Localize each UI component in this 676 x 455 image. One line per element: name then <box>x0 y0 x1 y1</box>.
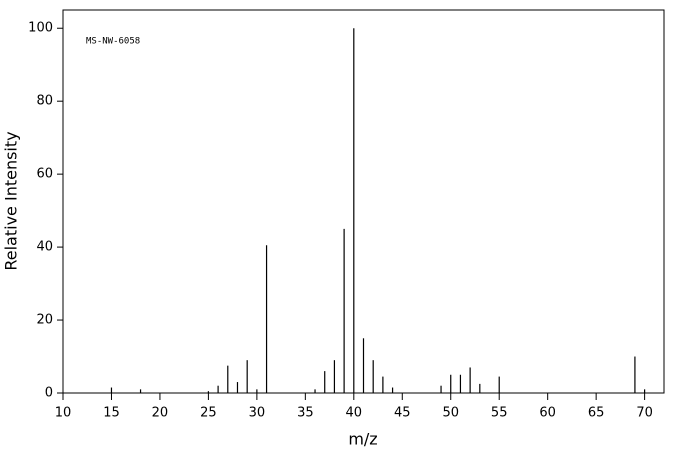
x-tick-label: 60 <box>539 406 556 421</box>
annotation: MS-NW-6058 <box>86 37 140 47</box>
y-tick-label: 100 <box>28 21 53 36</box>
y-tick-label: 0 <box>45 386 53 401</box>
x-tick-label: 50 <box>442 406 459 421</box>
x-tick-label: 35 <box>297 406 314 421</box>
y-tick-label: 40 <box>36 240 53 255</box>
x-tick-label: 45 <box>394 406 411 421</box>
y-tick-label: 80 <box>36 94 53 109</box>
x-tick-label: 10 <box>55 406 72 421</box>
x-tick-label: 40 <box>346 406 363 421</box>
x-tick-label: 70 <box>636 406 653 421</box>
x-tick-label: 20 <box>152 406 169 421</box>
y-tick-label: 20 <box>36 313 53 328</box>
x-tick-label: 15 <box>103 406 120 421</box>
y-tick-label: 60 <box>36 167 53 182</box>
x-axis-label: m/z <box>348 430 377 449</box>
y-axis-label: Relative Intensity <box>2 131 21 270</box>
x-tick-label: 25 <box>200 406 217 421</box>
x-tick-label: 55 <box>491 406 508 421</box>
x-tick-label: 30 <box>249 406 266 421</box>
x-tick-label: 65 <box>588 406 605 421</box>
plot-frame <box>62 9 665 394</box>
